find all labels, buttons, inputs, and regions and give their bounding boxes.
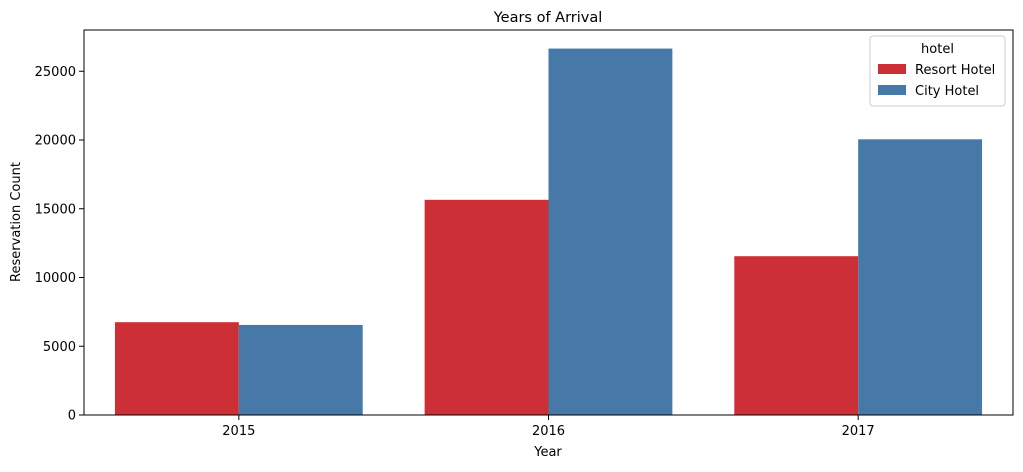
bar-resort-hotel-2017 <box>734 256 859 415</box>
bars-layer <box>114 48 983 415</box>
x-tick-label: 2017 <box>842 424 875 439</box>
bar-city-hotel-2017 <box>858 139 983 415</box>
y-axis: 0 5000 10000 15000 20000 25000 <box>35 65 84 424</box>
bar-resort-hotel-2015 <box>114 322 239 415</box>
legend-title: hotel <box>921 42 954 57</box>
y-tick-label: 15000 <box>35 202 76 217</box>
y-tick-label: 10000 <box>35 271 76 286</box>
x-axis: 2015 2016 2017 <box>222 415 875 439</box>
y-axis-label: Reservation Count <box>9 162 24 282</box>
bar-city-hotel-2016 <box>548 48 673 415</box>
bar-city-hotel-2015 <box>238 324 363 415</box>
bar-resort-hotel-2016 <box>424 199 549 415</box>
legend-swatch-city-hotel <box>878 85 906 95</box>
legend-swatch-resort-hotel <box>878 64 906 74</box>
legend: hotel Resort Hotel City Hotel <box>869 35 1006 107</box>
legend-label-city-hotel: City Hotel <box>915 84 979 99</box>
chart-title: Years of Arrival <box>493 10 603 26</box>
y-tick-label: 0 <box>68 409 76 424</box>
y-tick-label: 25000 <box>35 65 76 80</box>
y-tick-label: 5000 <box>43 340 76 355</box>
y-tick-label: 20000 <box>35 134 76 149</box>
x-tick-label: 2016 <box>532 424 565 439</box>
x-axis-label: Year <box>533 445 562 460</box>
legend-label-resort-hotel: Resort Hotel <box>915 63 995 78</box>
x-tick-label: 2015 <box>222 424 255 439</box>
